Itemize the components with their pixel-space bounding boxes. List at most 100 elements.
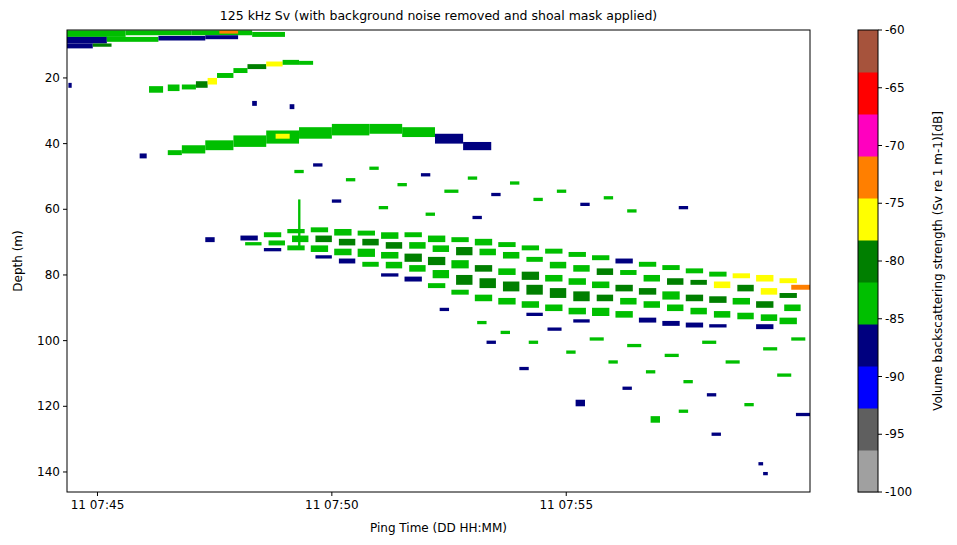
sv-cell — [287, 245, 304, 250]
sv-cell — [379, 206, 388, 209]
sv-cell — [158, 36, 205, 41]
colorbar-tick-label: -85 — [885, 312, 905, 326]
sv-cell — [714, 311, 730, 318]
sv-cell — [550, 288, 566, 298]
sv-cell — [662, 291, 679, 299]
sv-cell — [557, 190, 566, 193]
sv-cell — [758, 462, 763, 465]
colorbar-band — [858, 30, 878, 73]
sv-cell — [590, 337, 604, 340]
sv-cell — [709, 296, 726, 303]
sv-cell — [683, 380, 692, 383]
title: 125 kHz Sv (with background noise remove… — [220, 8, 657, 23]
sv-cell — [269, 240, 285, 245]
colorbar-band — [858, 72, 878, 115]
sv-cell — [545, 249, 562, 254]
sv-cell — [639, 318, 656, 323]
sv-cell — [292, 236, 308, 243]
sv-cell — [358, 231, 375, 236]
colorbar-tick-label: -75 — [885, 196, 905, 210]
sv-cell — [456, 247, 472, 255]
y-tick-label: 40 — [45, 137, 60, 151]
sv-cell — [690, 280, 706, 285]
sv-cell — [480, 249, 496, 256]
sv-cell — [646, 370, 655, 373]
sv-cell — [67, 43, 93, 48]
colorbar-band — [858, 408, 878, 451]
x-tick — [331, 492, 332, 496]
sv-cell — [780, 318, 797, 325]
sv-cell — [397, 183, 406, 186]
sv-cell — [313, 163, 322, 166]
sv-cell — [569, 278, 586, 285]
sv-cell — [592, 282, 609, 289]
y-tick-label: 20 — [45, 71, 60, 85]
sv-cell — [451, 290, 468, 295]
sv-cell — [639, 262, 656, 267]
y-tick-label: 140 — [37, 465, 60, 479]
sv-cell — [346, 178, 355, 181]
sv-cell — [522, 301, 539, 308]
y-tick — [63, 471, 67, 472]
sv-cell — [622, 387, 631, 390]
colorbar-band — [858, 366, 878, 409]
sv-cell — [475, 265, 492, 272]
sv-cell — [205, 35, 238, 39]
sv-cell — [679, 410, 688, 413]
sv-cell — [569, 252, 586, 257]
sv-cell — [67, 37, 107, 44]
sv-cell — [358, 249, 375, 257]
colorbar-frame — [858, 30, 878, 492]
sv-cell — [369, 167, 378, 170]
sv-cell — [707, 393, 716, 396]
sv-cell — [421, 173, 430, 176]
sv-cell — [168, 85, 180, 92]
sv-cell — [205, 237, 214, 242]
colorbar-tick — [878, 145, 882, 146]
sv-cell — [456, 275, 472, 285]
sv-cell — [679, 206, 688, 209]
sv-cell — [709, 324, 726, 327]
sv-cell — [205, 140, 233, 150]
sv-cell — [315, 236, 331, 243]
sv-cell — [68, 83, 71, 88]
sv-cell — [283, 60, 299, 65]
sv-cell — [667, 278, 683, 285]
sv-cell — [451, 237, 468, 242]
colorbar-band — [858, 450, 878, 493]
sv-cell — [639, 288, 656, 295]
sv-cell — [233, 135, 266, 146]
sv-cell — [191, 30, 252, 35]
sv-cell — [737, 285, 753, 292]
sv-cell — [405, 254, 422, 262]
x-tick-label: 11 07:45 — [71, 498, 125, 512]
colorbar-tick — [878, 434, 882, 435]
sv-cell — [240, 236, 257, 241]
sv-cell — [475, 239, 492, 246]
sv-cell — [784, 305, 800, 312]
sv-cell — [428, 283, 445, 288]
plot-background — [67, 30, 810, 492]
colorbar-tick — [878, 261, 882, 262]
colorbar-band — [858, 240, 878, 283]
sv-cell — [550, 262, 566, 269]
sv-cell — [761, 288, 777, 295]
sv-cell — [126, 30, 192, 35]
sv-cell — [712, 433, 721, 436]
colorbar-band — [858, 156, 878, 199]
sv-cell — [503, 282, 519, 292]
sv-cell — [566, 350, 575, 353]
sv-cell — [498, 268, 515, 275]
sv-cell — [573, 265, 589, 272]
chart: 11 07:4511 07:5011 07:552040608010012014… — [0, 0, 957, 545]
sv-cell — [627, 209, 636, 212]
sv-cell — [491, 193, 500, 196]
y-axis-title: Depth (m) — [11, 230, 25, 291]
sv-cell — [756, 275, 773, 282]
sv-cell — [667, 305, 683, 312]
sv-cell — [597, 268, 613, 275]
sv-cell — [796, 413, 810, 416]
sv-cell — [334, 249, 351, 256]
x-tick — [97, 492, 98, 496]
sv-cell — [761, 314, 777, 321]
